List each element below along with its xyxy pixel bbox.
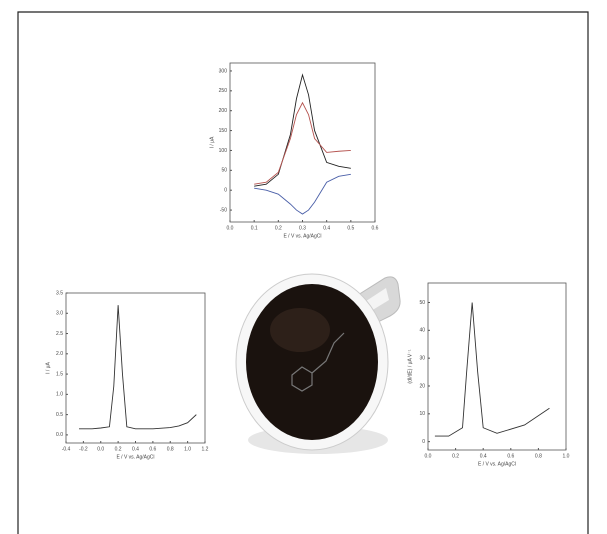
x-tick-label: 0.6 xyxy=(507,453,514,459)
x-tick-label: 1.2 xyxy=(202,446,209,452)
plot-frame xyxy=(230,63,375,222)
y-tick-label: 3.5 xyxy=(56,290,63,296)
x-tick-label: 1.0 xyxy=(184,446,191,452)
y-tick-label: 300 xyxy=(219,68,228,74)
y-axis-label: I / μA xyxy=(209,136,215,148)
x-tick-label: 0.3 xyxy=(299,225,306,231)
x-tick-label: 0.8 xyxy=(535,453,542,459)
data-line xyxy=(254,75,351,186)
y-tick-label: 100 xyxy=(219,148,228,154)
y-tick-label: 150 xyxy=(219,128,228,134)
x-tick-label: 0.4 xyxy=(132,446,139,452)
x-tick-label: 0.6 xyxy=(372,225,379,231)
data-line xyxy=(254,103,351,184)
x-tick-label: 0.0 xyxy=(425,453,432,459)
x-tick-label: 0.2 xyxy=(115,446,122,452)
x-tick-label: 0.4 xyxy=(323,225,330,231)
x-tick-label: 0.2 xyxy=(452,453,459,459)
coffee-cup xyxy=(236,274,400,454)
x-tick-label: -0.4 xyxy=(62,446,71,452)
y-tick-label: 20 xyxy=(419,383,425,389)
x-tick-label: 0.1 xyxy=(251,225,258,231)
y-tick-label: 1.5 xyxy=(56,371,63,377)
y-tick-label: 0.5 xyxy=(56,412,63,418)
y-tick-label: 40 xyxy=(419,328,425,334)
y-tick-label: 10 xyxy=(419,411,425,417)
y-tick-label: 2.5 xyxy=(56,331,63,337)
y-tick-label: 2.0 xyxy=(56,351,63,357)
y-tick-label: 200 xyxy=(219,108,228,114)
x-axis-label: E / V vs. Ag/AgCl xyxy=(283,233,321,239)
y-tick-label: 0 xyxy=(422,439,425,445)
x-tick-label: 1.0 xyxy=(563,453,570,459)
figure: 0.00.10.20.30.40.50.6-500501001502002503… xyxy=(0,0,607,534)
y-tick-label: -50 xyxy=(220,207,227,213)
plot-frame xyxy=(428,283,566,450)
frame xyxy=(18,12,588,534)
y-tick-label: 0.0 xyxy=(56,432,63,438)
y-tick-label: 50 xyxy=(419,300,425,306)
x-axis-label: E / V vs. Ag/AgCl xyxy=(478,461,516,467)
y-tick-label: 1.0 xyxy=(56,392,63,398)
y-tick-label: 250 xyxy=(219,88,228,94)
x-tick-label: 0.2 xyxy=(275,225,282,231)
x-tick-label: 0.4 xyxy=(480,453,487,459)
y-axis-label: I / μA xyxy=(45,361,51,373)
x-axis-label: E / V vs. Ag/AgCl xyxy=(116,454,154,460)
y-tick-label: 30 xyxy=(419,355,425,361)
plot-frame xyxy=(66,293,205,443)
x-tick-label: 0.6 xyxy=(149,446,156,452)
x-tick-label: 0.5 xyxy=(347,225,354,231)
x-tick-label: 0.0 xyxy=(97,446,104,452)
data-line xyxy=(79,305,196,429)
y-tick-label: 0 xyxy=(224,188,227,194)
x-tick-label: -0.2 xyxy=(79,446,88,452)
y-tick-label: 3.0 xyxy=(56,311,63,317)
x-tick-label: 0.0 xyxy=(227,225,234,231)
data-line xyxy=(435,302,550,436)
y-axis-label: (dI/dE) / μA V⁻¹ xyxy=(407,349,413,383)
y-tick-label: 50 xyxy=(221,168,227,174)
x-tick-label: 0.8 xyxy=(167,446,174,452)
